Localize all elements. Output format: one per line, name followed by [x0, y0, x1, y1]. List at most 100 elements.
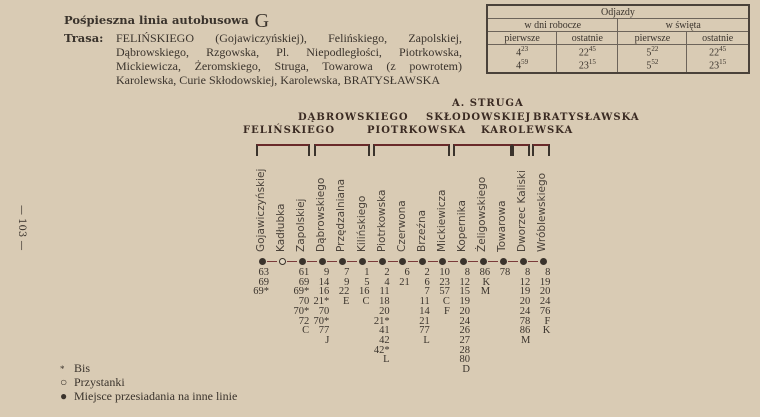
- col-header: ostatnie: [556, 31, 619, 45]
- connecting-lines: 78: [499, 267, 511, 278]
- stop-name: Wróblewskiego: [536, 172, 549, 252]
- stop-name: Kadłubka: [275, 203, 288, 252]
- route-segment: [347, 261, 358, 262]
- departure-time: 2315: [556, 58, 619, 73]
- street-sklodowskiej: SKŁODOWSKIEJ: [426, 112, 532, 123]
- legend-label: Miejsce przesiadania na inne linie: [74, 389, 238, 403]
- stop-name: Brzeźna: [415, 209, 428, 252]
- stop-name: Czerwona: [395, 200, 408, 252]
- route-segment: [528, 261, 539, 262]
- transfer-dot-icon: [499, 258, 507, 265]
- street-piotrkowska: PIOTRKOWSKA: [367, 125, 467, 136]
- departure-time: 2245: [556, 44, 619, 59]
- page-number: — 103 —: [16, 205, 27, 251]
- connecting-lines: 63 69 69*: [253, 267, 269, 298]
- stop-name: Gojawiczyńskiej: [255, 168, 267, 252]
- connecting-lines: 2 4 11 18 20 21* 41 42 42* L: [373, 267, 390, 366]
- connecting-lines: 2 6 7 11 14 21 77 L: [419, 267, 430, 346]
- departure-row: 459 2315 552 2315: [486, 58, 750, 73]
- connecting-lines: 8 12 19 20 24 78 86 M: [519, 267, 531, 346]
- group-holidays: w święta: [617, 18, 750, 32]
- departures-title: Odjazdy: [486, 4, 750, 19]
- transfer-dot-icon: [318, 258, 326, 265]
- connecting-lines: 6 21: [399, 267, 410, 288]
- route-segment: [327, 261, 338, 262]
- route-description: Trasa: FELIŃSKIEGO (Gojawiczyńskiej), Fe…: [64, 31, 462, 87]
- stop-name: Zapolskiej: [295, 198, 308, 252]
- line-letter: G: [254, 10, 270, 32]
- connecting-lines: 9 14 16 21* 70 70* 77 J: [313, 267, 330, 346]
- street-felinskiego: FELIŃSKIEGO: [243, 125, 336, 136]
- title-text: Pośpieszna linia autobusowa: [64, 13, 249, 27]
- departure-time: 459: [486, 58, 558, 73]
- street-dabrowskiego: DĄBROWSKIEGO: [298, 112, 409, 123]
- transfer-dot-icon: [539, 258, 547, 265]
- transfer-dot-icon: [419, 258, 427, 265]
- legend-label: Przystanki: [74, 375, 125, 389]
- transfer-dot-icon: [459, 258, 467, 265]
- departure-time: 522: [617, 44, 688, 59]
- stop-name: Dworzec Kaliski: [516, 170, 529, 252]
- legend-bis: * Bis: [60, 361, 91, 375]
- transfer-dot-icon: [258, 258, 266, 265]
- stop-name: Kopernika: [456, 200, 468, 252]
- stop-name: Przędzalniana: [335, 178, 348, 252]
- street-bracket: [373, 144, 450, 156]
- street-karolewska: KAROLEWSKA: [481, 125, 574, 136]
- connecting-lines: 10 23 57 C F: [439, 267, 450, 317]
- street-struga: A. STRUGA: [452, 98, 524, 109]
- connecting-lines: 61 69 69* 70 70* 72 C: [293, 267, 310, 337]
- street-bracket: [314, 144, 370, 156]
- route-segment: [488, 261, 499, 262]
- transfer-dot-icon: [439, 258, 447, 265]
- transfer-dot-icon: [479, 258, 487, 265]
- route-segment: [427, 261, 438, 262]
- connecting-lines: 7 9 22 E: [338, 267, 350, 308]
- group-weekdays: w dni robocze: [486, 18, 619, 32]
- connecting-lines: 1 5 16 C: [359, 267, 370, 308]
- transfer-dot-icon: [298, 258, 306, 265]
- connecting-lines: 8 12 15 19 20 24 26 27 28 80 D: [459, 267, 471, 376]
- col-header: ostatnie: [686, 31, 750, 45]
- street-bracket: [453, 144, 512, 156]
- open-circle-icon: ○: [60, 375, 68, 389]
- street-bracket: [256, 144, 310, 156]
- transfer-dot-icon: [519, 258, 527, 265]
- stop-name: Piotrkowska: [375, 189, 388, 252]
- transfer-dot-icon: [359, 258, 366, 265]
- route-segment: [267, 261, 278, 262]
- street-bracket: [532, 144, 550, 156]
- route-label: Trasa:: [64, 31, 104, 45]
- departure-time: 552: [617, 58, 688, 73]
- stop-open-circle-icon: [278, 258, 286, 265]
- stop-name: Kilińskiego: [355, 195, 368, 252]
- transfer-dot-icon: [338, 258, 346, 265]
- transfer-dot-icon: [379, 258, 387, 265]
- street-bratyslawska: BRATYSŁAWSKA: [533, 112, 640, 123]
- street-bracket: [512, 144, 530, 156]
- stop-name: Dąbrowskiego: [315, 177, 328, 252]
- filled-circle-icon: ●: [60, 389, 68, 403]
- departure-time: 423: [486, 44, 558, 59]
- stop-name: Żeligowskiego: [476, 176, 489, 252]
- transfer-dot-icon: [399, 258, 407, 265]
- legend-transfer: ● Miejsce przesiadania na inne linie: [60, 389, 237, 404]
- col-header: pierwsze: [617, 31, 688, 45]
- route-segment: [407, 261, 418, 262]
- departure-time: 2315: [686, 58, 750, 73]
- route-segment: [387, 261, 398, 262]
- route-segment: [447, 261, 458, 262]
- col-header: pierwsze: [486, 31, 558, 45]
- route-segment: [508, 261, 519, 262]
- legend-stop: ○ Przystanki: [60, 375, 125, 390]
- route-segment: [468, 261, 479, 262]
- route-text: FELIŃSKIEGO (Gojawiczyńskiej), Felińskie…: [116, 31, 462, 87]
- route-segment: [287, 261, 298, 262]
- connecting-lines: 8 19 20 24 76 F K: [539, 267, 551, 337]
- stop-name: Towarowa: [496, 200, 509, 252]
- route-segment: [307, 261, 318, 262]
- connecting-lines: 86 K M: [479, 267, 491, 298]
- departures-table: Odjazdy w dni robocze w święta pierwsze o…: [486, 4, 750, 74]
- legend-label: Bis: [74, 361, 91, 375]
- departure-time: 2245: [686, 44, 750, 59]
